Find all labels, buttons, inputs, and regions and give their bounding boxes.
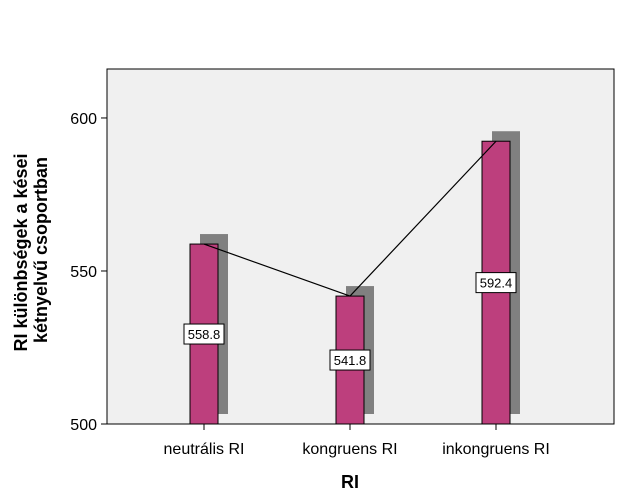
- data-label: 592.4: [475, 272, 517, 294]
- y-tick-label: 500: [70, 417, 97, 434]
- data-label-box: [329, 349, 371, 371]
- x-tick-label: inkongruens RI: [442, 441, 550, 458]
- mean-connecting-line: [203, 140, 497, 297]
- x-axis-title: RI: [341, 472, 359, 492]
- data-label: 541.8: [329, 349, 371, 371]
- data-label-box: [475, 272, 517, 294]
- x-tick-label: kongruens RI: [302, 441, 397, 458]
- y-axis: 500 550 600: [70, 111, 107, 434]
- data-label-box: [183, 323, 225, 345]
- y-tick-label: 550: [70, 264, 97, 281]
- y-axis-title: RI különbségek a kései kétnyelvű csoport…: [11, 148, 51, 351]
- y-tick-label: 600: [70, 111, 97, 128]
- data-label-text: 541.8: [334, 353, 367, 368]
- y-axis-title-line-1: RI különbségek a kései: [11, 153, 31, 351]
- data-labels: 558.8 541.8 592.4: [183, 272, 517, 371]
- data-label-text: 592.4: [480, 276, 513, 291]
- data-label-text: 558.8: [188, 327, 221, 342]
- x-axis: neutrális RI kongruens RI inkongruens RI: [164, 424, 550, 458]
- x-tick-label: neutrális RI: [164, 441, 245, 458]
- data-label: 558.8: [183, 323, 225, 345]
- y-axis-title-line-2: kétnyelvű csoportban: [31, 157, 51, 343]
